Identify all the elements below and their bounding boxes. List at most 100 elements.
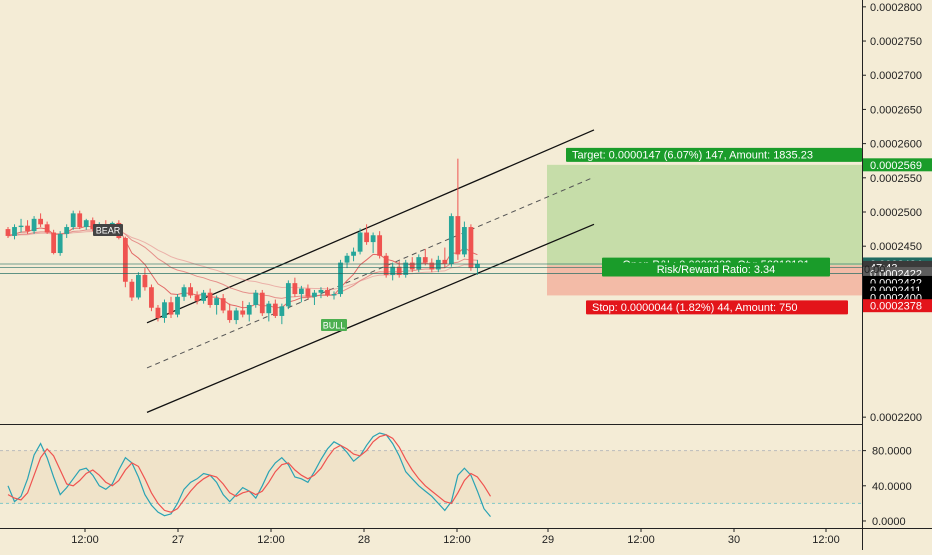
candle-body[interactable] (390, 266, 396, 275)
price-axis[interactable]: 0.0002800 0.0002750 0.0002700 0.0002650 0.00… (862, 0, 932, 550)
candle-body[interactable] (162, 302, 167, 318)
candle-body[interactable] (122, 237, 128, 282)
candle[interactable] (292, 277, 298, 297)
position-labels[interactable]: BEAR BULL Target: 0.0000147 (6.07%) 147, A… (93, 147, 862, 331)
candle[interactable] (207, 288, 213, 308)
candle-body[interactable] (201, 292, 206, 301)
candle[interactable] (57, 231, 63, 256)
channel-median-line[interactable] (146, 176, 595, 369)
candle[interactable] (70, 210, 76, 230)
candle-body[interactable] (364, 232, 369, 243)
candle[interactable] (409, 257, 415, 273)
candle[interactable] (201, 289, 206, 304)
candle[interactable] (44, 221, 50, 234)
candle[interactable] (468, 224, 474, 271)
candle-body[interactable] (25, 225, 30, 232)
candle[interactable] (338, 259, 343, 297)
candle-body[interactable] (233, 310, 239, 321)
position-zones[interactable] (547, 164, 862, 296)
candle-body[interactable] (227, 310, 233, 321)
candle-body[interactable] (344, 255, 350, 263)
candle-body[interactable] (305, 288, 311, 297)
candle-body[interactable] (77, 213, 83, 228)
candle[interactable] (285, 280, 291, 310)
candle-body[interactable] (299, 288, 304, 295)
candle[interactable] (253, 289, 259, 308)
candle[interactable] (305, 284, 311, 300)
candle-body[interactable] (240, 310, 246, 315)
candle-body[interactable] (325, 289, 330, 296)
candle[interactable] (383, 253, 389, 278)
candle[interactable] (83, 218, 89, 230)
candle-body[interactable] (44, 224, 50, 233)
candle-body[interactable] (292, 283, 298, 295)
candle-body[interactable] (266, 303, 272, 314)
candle[interactable] (455, 158, 461, 260)
candle-body[interactable] (149, 287, 154, 308)
candle-body[interactable] (357, 232, 363, 252)
candle[interactable] (442, 247, 448, 269)
bear-label[interactable]: BEAR (93, 224, 123, 236)
price-marker[interactable]: 0.0002569 (863, 158, 932, 172)
candle[interactable] (462, 221, 467, 258)
candle[interactable] (422, 248, 428, 266)
candle[interactable] (403, 259, 409, 278)
time-axis[interactable]: 12:00 27 12:00 28 12:00 29 12:00 30 12:00 (0, 528, 932, 546)
candle-body[interactable] (175, 296, 180, 315)
candle-body[interactable] (220, 298, 226, 311)
candle-body[interactable] (403, 262, 409, 275)
candle[interactable] (312, 289, 317, 306)
candle-body[interactable] (429, 262, 435, 270)
candle-body[interactable] (129, 281, 135, 298)
candle[interactable] (194, 291, 200, 305)
candle-body[interactable] (155, 307, 161, 318)
candle-body[interactable] (57, 233, 63, 254)
rr-label[interactable]: Risk/Reward Ratio: 3.34 (602, 262, 830, 277)
candle-body[interactable] (194, 295, 200, 301)
candle[interactable] (429, 258, 435, 273)
channel-upper-line[interactable] (146, 129, 595, 324)
candle[interactable] (181, 284, 187, 301)
candle[interactable] (90, 217, 96, 232)
candle[interactable] (155, 305, 161, 322)
candle-body[interactable] (214, 298, 220, 306)
candle[interactable] (77, 210, 83, 230)
candle-body[interactable] (12, 227, 17, 236)
bull-label[interactable]: BULL (321, 319, 347, 331)
candle[interactable] (344, 253, 350, 269)
target-label[interactable]: Target: 0.0000147 (6.07%) 147, Amount: 1… (566, 147, 862, 162)
candle-body[interactable] (259, 292, 265, 314)
candle-body[interactable] (422, 257, 428, 263)
candle[interactable] (416, 254, 422, 273)
candle-body[interactable] (207, 292, 213, 306)
candle[interactable] (448, 213, 454, 267)
candle[interactable] (318, 287, 324, 299)
candle-body[interactable] (338, 262, 343, 295)
candle-body[interactable] (312, 292, 317, 297)
trend-channel[interactable] (146, 129, 595, 413)
candle[interactable] (390, 262, 396, 281)
candle-body[interactable] (83, 220, 89, 228)
candle-body[interactable] (285, 283, 291, 307)
candle-body[interactable] (396, 266, 402, 275)
candle[interactable] (279, 303, 285, 325)
candle[interactable] (18, 218, 24, 233)
stop-label[interactable]: Stop: 0.0000044 (1.82%) 44, Amount: 750 (586, 300, 848, 315)
candle-body[interactable] (468, 227, 474, 269)
candle[interactable] (227, 303, 233, 323)
candle[interactable] (370, 232, 376, 254)
candle[interactable] (175, 294, 180, 318)
candle[interactable] (51, 229, 57, 255)
candle-body[interactable] (442, 259, 448, 264)
candle-body[interactable] (383, 255, 389, 275)
candle[interactable] (5, 227, 11, 238)
candle[interactable] (259, 289, 265, 316)
candle[interactable] (38, 213, 43, 228)
candle-body[interactable] (435, 259, 441, 270)
candle[interactable] (357, 228, 363, 255)
stochastic-pane[interactable] (0, 424, 932, 517)
candle-body[interactable] (409, 262, 415, 270)
candle[interactable] (364, 224, 369, 245)
